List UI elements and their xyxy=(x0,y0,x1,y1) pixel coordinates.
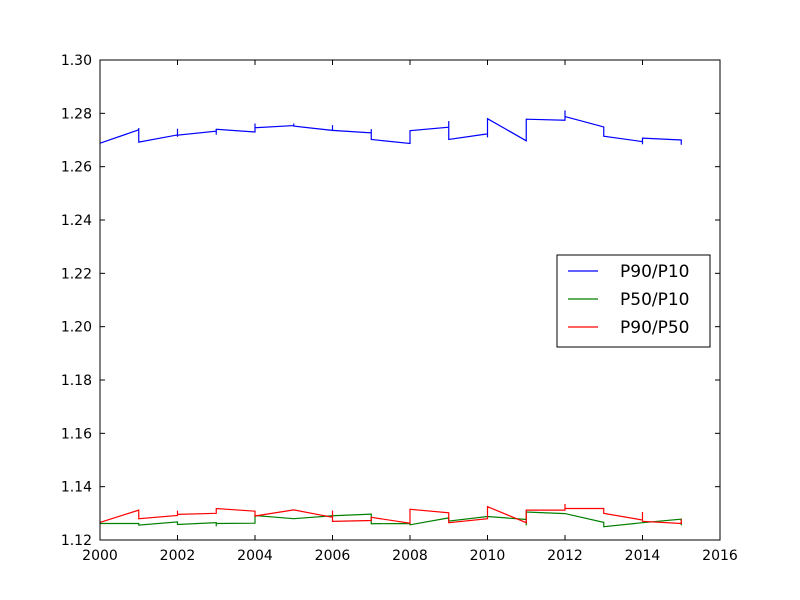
y-tick-label: 1.30 xyxy=(61,53,92,69)
legend-label-1: P50/P10 xyxy=(620,290,690,310)
x-tick-label: 2010 xyxy=(470,548,506,564)
x-tick-label: 2006 xyxy=(315,548,351,564)
legend: P90/P10 P50/P10 P90/P50 xyxy=(556,254,711,348)
x-tick-label: 2014 xyxy=(625,548,661,564)
plot-frame xyxy=(99,59,721,541)
legend-box xyxy=(556,254,711,348)
series-layer xyxy=(99,110,682,528)
y-tick-label: 1.16 xyxy=(61,426,92,442)
y-tick-label: 1.22 xyxy=(61,266,92,282)
y-tick-label: 1.14 xyxy=(61,480,92,496)
x-tick-label: 2016 xyxy=(702,548,738,564)
y-tick-label: 1.18 xyxy=(61,373,92,389)
series-line-2 xyxy=(99,504,682,525)
series-line-0 xyxy=(99,110,682,145)
y-tick-label: 1.20 xyxy=(61,320,92,336)
y-tick-label: 1.24 xyxy=(61,213,92,229)
x-tick-label: 2002 xyxy=(160,548,196,564)
series-line-1 xyxy=(100,511,682,528)
legend-label-2: P90/P50 xyxy=(620,318,690,338)
y-tick-label: 1.28 xyxy=(61,106,92,122)
x-tick-label: 2012 xyxy=(547,548,583,564)
legend-label-0: P90/P10 xyxy=(620,262,690,282)
y-tick-label: 1.26 xyxy=(61,160,92,176)
x-tick-label: 2008 xyxy=(392,548,428,564)
x-tick-label: 2000 xyxy=(82,548,118,564)
tick-layer: 2000 2002 2004 2006 2008 2010 2012 2014 2016 1.12… xyxy=(61,53,738,564)
x-tick-label: 2004 xyxy=(237,548,273,564)
y-tick-label: 1.12 xyxy=(61,533,92,549)
